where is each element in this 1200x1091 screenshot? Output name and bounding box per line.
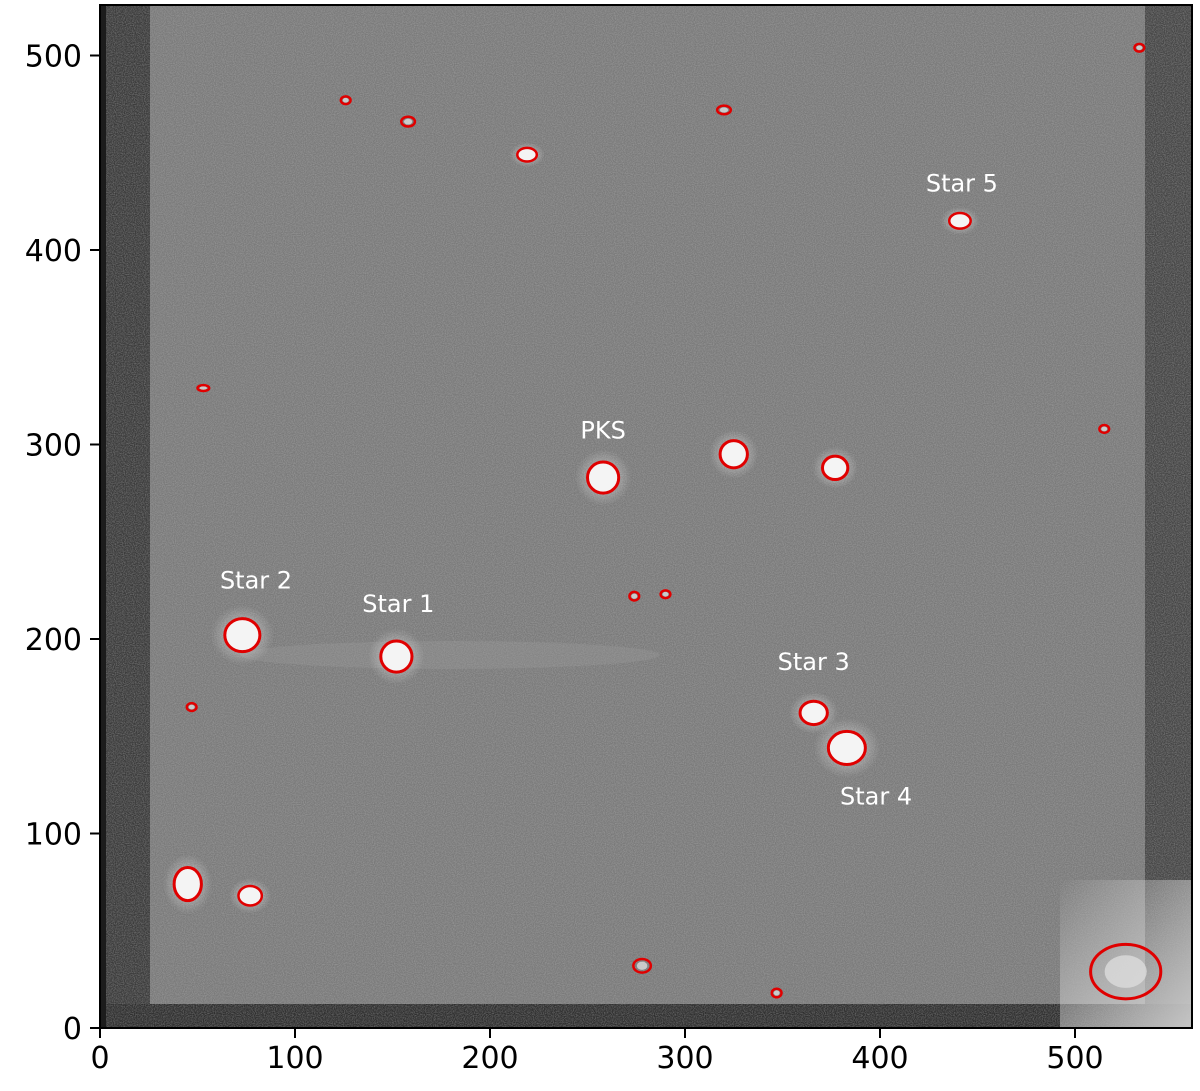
source-core bbox=[949, 213, 971, 229]
ccd-frame: PKS Star 1 Star 2 Star 3 Star 4 Star 5 bbox=[100, 5, 1192, 1028]
source-marker-ellipse bbox=[400, 115, 417, 128]
source-core bbox=[1101, 426, 1108, 432]
source-marker-ellipse bbox=[718, 439, 749, 470]
source-marker-ellipse bbox=[516, 146, 539, 163]
x-tick-label: 400 bbox=[851, 1041, 908, 1076]
source-core bbox=[720, 441, 747, 468]
source-core bbox=[636, 961, 648, 970]
source-label: Star 4 bbox=[840, 782, 912, 810]
source-marker-ellipse bbox=[339, 95, 352, 106]
x-tick-label: 200 bbox=[461, 1041, 518, 1076]
source-label: Star 5 bbox=[926, 170, 998, 198]
x-tick-label: 100 bbox=[266, 1041, 323, 1076]
source-marker-ellipse bbox=[632, 957, 653, 974]
source-core bbox=[381, 641, 412, 672]
source-glows bbox=[163, 45, 1147, 996]
trail-streak bbox=[240, 641, 660, 669]
y-tick-label: 200 bbox=[25, 623, 82, 658]
source-label: PKS bbox=[580, 417, 625, 445]
y-tick-label: 300 bbox=[25, 429, 82, 464]
source-marker-ellipse bbox=[1133, 42, 1146, 53]
source-marker-ellipse bbox=[1098, 423, 1111, 435]
source-core bbox=[199, 386, 207, 391]
x-axis: 0 100 200 300 400 500 bbox=[90, 1028, 1104, 1076]
source-core bbox=[225, 619, 260, 651]
source-marker-ellipse bbox=[628, 590, 641, 602]
source-core bbox=[188, 704, 195, 710]
source-core bbox=[800, 701, 827, 724]
source-core bbox=[1104, 955, 1147, 988]
source-core bbox=[829, 732, 865, 764]
source-marker-ellipse bbox=[172, 866, 203, 903]
source-marker-ellipse bbox=[770, 987, 783, 999]
source-core bbox=[631, 593, 638, 599]
source-core bbox=[773, 990, 780, 996]
source-core bbox=[823, 456, 848, 479]
source-marker-ellipse bbox=[379, 639, 414, 674]
source-marker-ellipse bbox=[223, 617, 262, 654]
sky-noise bbox=[106, 5, 1192, 1028]
source-markers bbox=[172, 42, 1163, 1001]
source-core bbox=[404, 118, 413, 125]
x-tick-label: 500 bbox=[1046, 1041, 1103, 1076]
x-tick-label: 0 bbox=[90, 1041, 109, 1076]
source-marker-ellipse bbox=[586, 460, 621, 495]
source-marker-ellipse bbox=[820, 454, 850, 482]
source-marker-ellipse bbox=[237, 884, 264, 907]
source-core bbox=[1136, 45, 1143, 51]
source-marker-ellipse bbox=[1089, 942, 1163, 1001]
source-core bbox=[342, 97, 349, 103]
source-labels: PKS Star 1 Star 2 Star 3 Star 4 Star 5 bbox=[220, 170, 998, 811]
source-label: Star 1 bbox=[362, 590, 434, 618]
source-label: Star 2 bbox=[220, 566, 292, 594]
source-core bbox=[517, 148, 537, 162]
y-tick-label: 0 bbox=[63, 1012, 82, 1047]
source-marker-ellipse bbox=[196, 383, 211, 393]
y-tick-label: 500 bbox=[25, 40, 82, 75]
source-core bbox=[174, 868, 201, 900]
axes-frame bbox=[99, 4, 1193, 1029]
source-label: Star 3 bbox=[778, 648, 850, 676]
source-marker-ellipse bbox=[659, 589, 672, 600]
y-tick-label: 100 bbox=[25, 818, 82, 853]
source-marker-ellipse bbox=[715, 104, 733, 116]
source-core bbox=[588, 462, 618, 493]
source-marker-ellipse bbox=[947, 211, 972, 230]
source-core bbox=[662, 591, 669, 597]
y-tick-label: 400 bbox=[25, 234, 82, 269]
x-tick-label: 300 bbox=[656, 1041, 713, 1076]
source-core bbox=[239, 886, 262, 905]
y-axis: 0 100 200 300 400 500 bbox=[25, 40, 100, 1047]
source-marker-ellipse bbox=[826, 729, 867, 766]
source-marker-ellipse bbox=[798, 699, 829, 727]
source-marker-ellipse bbox=[185, 701, 198, 713]
source-core bbox=[719, 107, 729, 113]
